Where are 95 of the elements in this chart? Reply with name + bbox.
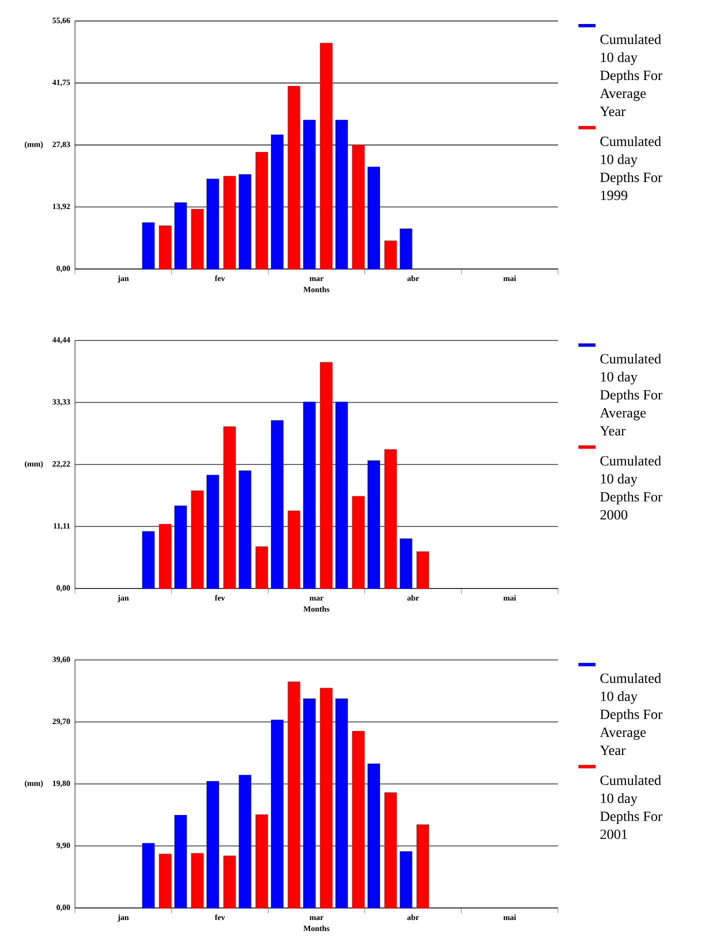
x-tick-label: mar: [310, 916, 324, 920]
bar: [223, 856, 236, 908]
bar: [142, 531, 155, 589]
bar: [384, 792, 397, 908]
legend-label: Cumulated 10 day Depths For Average Year: [600, 354, 662, 436]
legend-label: Cumulated 10 day Depths For 2000: [600, 456, 662, 520]
y-tick-label: 0,00: [56, 585, 70, 592]
y-tick-label: 11,11: [54, 523, 70, 530]
bar: [400, 538, 412, 589]
bar: [320, 362, 332, 589]
y-tick-label: 0,00: [56, 266, 70, 272]
bar: [142, 843, 155, 908]
x-tick-label: abr: [407, 594, 419, 601]
bar: [206, 781, 220, 908]
x-tick-label: mai: [503, 914, 516, 920]
bar: [320, 42, 332, 270]
bar: [191, 853, 204, 908]
bar: [303, 402, 316, 589]
y-tick-label: 13,92: [52, 204, 70, 210]
y-tick-label: 39,60: [52, 656, 70, 664]
bar: [270, 420, 284, 589]
bar: [384, 240, 397, 270]
x-tick-label: mar: [310, 596, 324, 601]
bar: [174, 506, 187, 589]
legend-label: Cumulated 10 day Depths For 2001: [600, 775, 662, 840]
bar: [416, 551, 429, 589]
y-tick-label: 22,22: [52, 461, 70, 468]
bar: [320, 688, 332, 908]
bar: [223, 426, 236, 589]
x-axis-title: Months: [304, 606, 330, 612]
bar: [142, 222, 155, 270]
bar: [223, 176, 236, 270]
x-axis-title: Months: [304, 286, 330, 292]
bar: [416, 824, 429, 908]
x-tick-label: mar: [310, 277, 324, 282]
y-tick-label: 29,70: [52, 718, 70, 726]
bar: [174, 202, 187, 270]
bar: [270, 134, 284, 270]
bar: [256, 814, 268, 908]
bar: [303, 698, 316, 908]
bar: [352, 144, 365, 270]
bar: [191, 490, 204, 589]
bar: [191, 209, 204, 270]
bar: [206, 474, 220, 589]
y-tick-label: 44,44: [52, 337, 70, 344]
bar: [400, 228, 412, 270]
bar: [270, 720, 284, 908]
bar: [206, 178, 220, 270]
bar: [335, 402, 348, 589]
bar: [335, 698, 348, 908]
x-tick-label: abr: [407, 914, 419, 920]
bar: [352, 496, 365, 589]
bar: [256, 546, 268, 589]
bar: [158, 854, 172, 908]
bar: [368, 460, 380, 589]
x-tick-label: fev: [214, 275, 226, 282]
x-tick-label: abr: [407, 275, 419, 282]
x-axis-title: Months: [304, 925, 330, 932]
y-tick-label: 19,80: [52, 780, 70, 788]
y-axis-title: (mm): [24, 141, 43, 149]
x-tick-label: jan: [118, 594, 129, 602]
x-tick-label: jan: [118, 275, 129, 283]
y-tick-label: 27,83: [52, 142, 70, 148]
bar: [174, 814, 187, 908]
bar: [384, 449, 397, 589]
bar: [288, 86, 300, 270]
bar: [158, 524, 172, 589]
legend-label: Cumulated 10 day Depths For Average Year: [600, 673, 662, 756]
y-tick-label: 55,66: [52, 18, 70, 24]
bar: [238, 174, 252, 270]
x-tick-label: fev: [214, 594, 226, 601]
y-tick-label: 41,75: [52, 80, 70, 86]
legend-label: Cumulated 10 day Depths For Average Year: [600, 34, 662, 116]
bar: [335, 120, 348, 270]
legend-label: Cumulated 10 day Depths For 1999: [600, 136, 662, 200]
y-tick-label: 0,00: [56, 904, 70, 912]
bar: [238, 774, 252, 908]
bar: [288, 510, 300, 589]
bar: [368, 166, 380, 270]
y-tick-label: 33,33: [52, 399, 70, 406]
bar: [303, 120, 316, 270]
y-tick-label: 9,90: [56, 842, 70, 850]
bar: [352, 731, 365, 908]
bar: [288, 682, 300, 908]
bar: [158, 226, 172, 270]
bar: [256, 152, 268, 270]
y-axis-title: (mm): [24, 780, 43, 788]
x-tick-label: mai: [503, 594, 516, 601]
bar: [400, 851, 412, 908]
x-tick-label: jan: [118, 914, 129, 922]
x-tick-label: mai: [503, 275, 516, 282]
bar: [238, 470, 252, 589]
bar: [368, 764, 380, 908]
y-axis-title: (mm): [24, 460, 43, 468]
x-tick-label: fev: [214, 914, 226, 920]
